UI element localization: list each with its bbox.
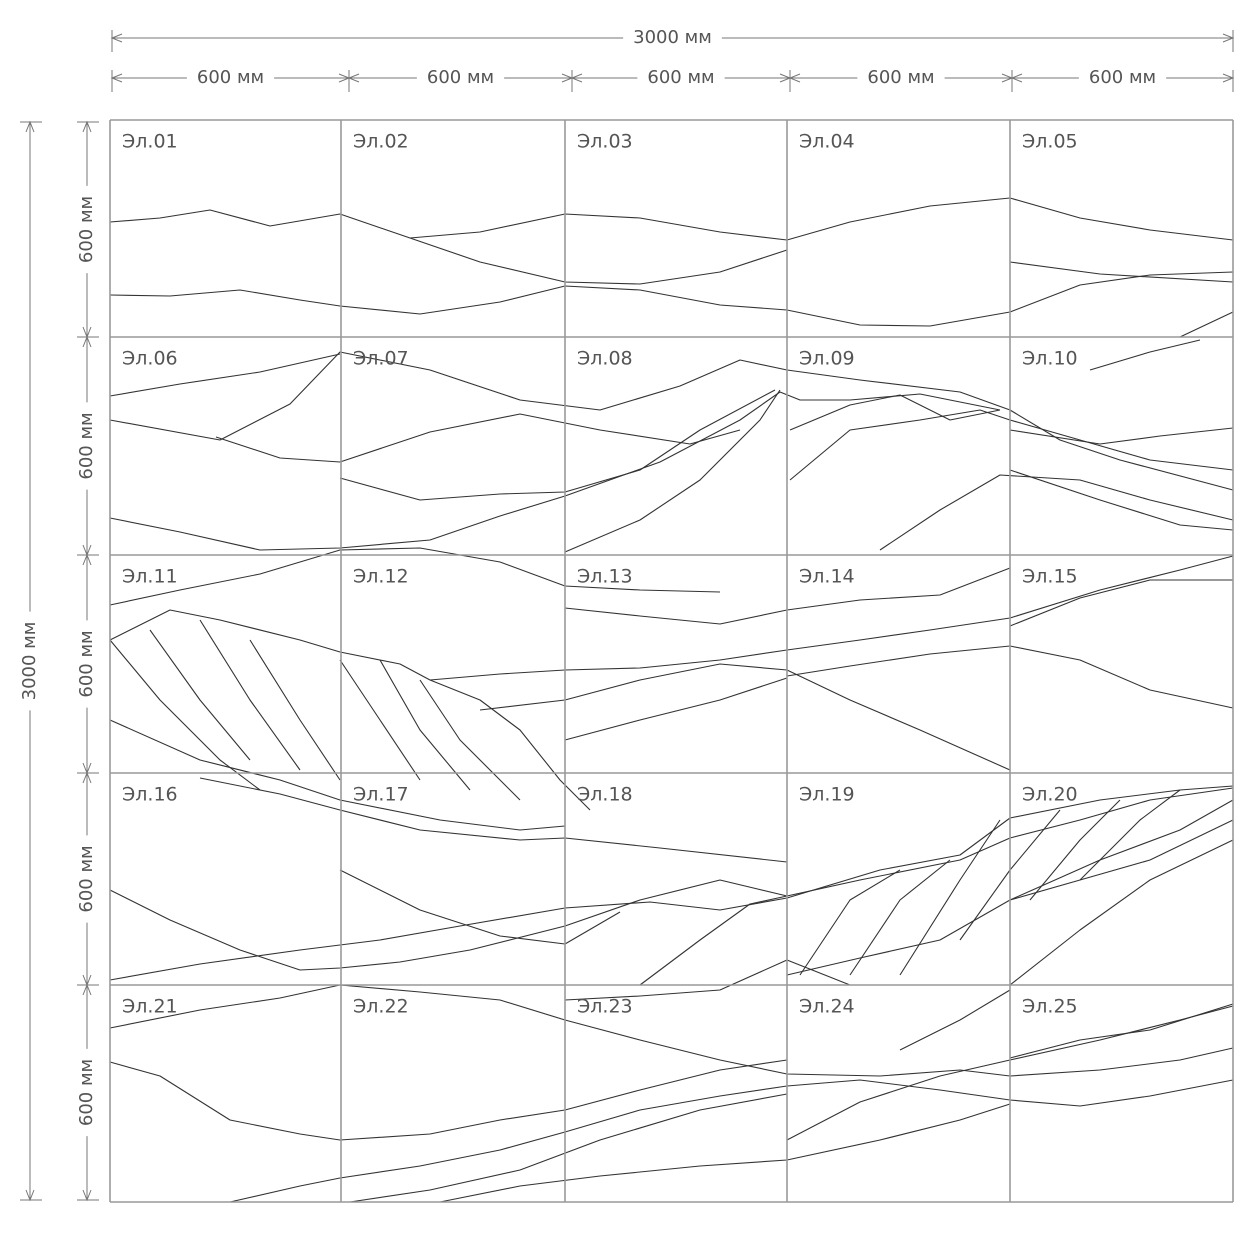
mountain-line (639, 895, 788, 986)
mountain-line (109, 639, 261, 791)
mountain-line (339, 659, 421, 781)
mountain-line (109, 785, 1234, 981)
mountain-line (1009, 469, 1234, 531)
dimension-label: 3000 мм (633, 27, 712, 48)
panel-label: Эл.23 (577, 996, 633, 1018)
mountain-line (1009, 839, 1234, 986)
panel-label: Эл.24 (799, 996, 855, 1018)
panel-label: Эл.20 (1022, 784, 1078, 806)
mountain-line (439, 1103, 1011, 1203)
mountain-line (1089, 339, 1201, 371)
mountain-line (339, 869, 621, 945)
mountain-line (564, 959, 851, 1001)
mountain-line (1009, 799, 1234, 901)
dimension-label: 600 мм (647, 67, 714, 88)
mountain-line (109, 984, 1234, 1077)
panel-label: Эл.18 (577, 784, 633, 806)
mountain-line (215, 413, 741, 463)
mountain-line (564, 389, 781, 553)
panel-label: Эл.16 (122, 784, 178, 806)
panel-label: Эл.08 (577, 348, 633, 370)
mountain-line (849, 859, 951, 976)
panel-label: Эл.21 (122, 996, 178, 1018)
mountain-line (429, 555, 1234, 681)
mountain-line (109, 719, 566, 831)
panel-label: Эл.06 (122, 348, 178, 370)
mountain-line (109, 547, 721, 606)
mountain-line (789, 394, 1001, 431)
panel-label: Эл.19 (799, 784, 855, 806)
mountain-line (339, 389, 776, 501)
mountain-line (109, 787, 1234, 971)
mountain-line (564, 677, 788, 741)
mountain-line (199, 777, 788, 863)
mountain-line (879, 474, 1234, 551)
mountain-line (109, 391, 1001, 551)
panel-label: Эл.04 (799, 131, 855, 153)
mountain-line (109, 353, 341, 397)
mountain-line (899, 989, 1011, 1051)
panel-label: Эл.07 (353, 348, 409, 370)
mountain-line (1009, 427, 1234, 445)
mountain-line (109, 351, 1234, 491)
mountain-line (1009, 579, 1233, 627)
mountain-line (109, 609, 591, 811)
mountain-line (109, 1059, 788, 1141)
mountain-line (109, 197, 1234, 241)
mountain-line (799, 869, 901, 976)
mountain-line (1009, 1003, 1234, 1059)
panel-label: Эл.17 (353, 784, 409, 806)
dimension-label: 600 мм (76, 630, 97, 697)
dimension-label: 600 мм (76, 1059, 97, 1126)
dimension-label: 600 мм (427, 67, 494, 88)
dimension-label: 600 мм (867, 67, 934, 88)
mountain-line (1179, 311, 1234, 338)
mountain-line (479, 663, 1011, 771)
dimension-label: 3000 мм (19, 622, 40, 701)
mountain-lines (109, 197, 1234, 1203)
mountain-line (789, 409, 1234, 481)
mountain-line (199, 619, 301, 771)
mountain-line (249, 639, 341, 781)
panel-label: Эл.09 (799, 348, 855, 370)
dimension-label: 600 мм (197, 67, 264, 88)
mountain-line (379, 659, 471, 791)
mountain-line (1029, 799, 1121, 901)
dimension-label: 600 мм (1089, 67, 1156, 88)
panel-label: Эл.15 (1022, 566, 1078, 588)
panel-label: Эл.22 (353, 996, 409, 1018)
mountain-line (899, 819, 1001, 976)
mountain-line (419, 679, 521, 801)
mountain-line (349, 1093, 788, 1203)
panel-label: Эл.01 (122, 131, 178, 153)
mountain-line (409, 237, 788, 285)
panel-label: Эл.02 (353, 131, 409, 153)
dimension-label: 600 мм (76, 412, 97, 479)
panel-label: Эл.25 (1022, 996, 1078, 1018)
panel-label: Эл.13 (577, 566, 633, 588)
dimension-label: 600 мм (76, 196, 97, 263)
mountain-line (109, 271, 1234, 327)
panel-label: Эл.14 (799, 566, 855, 588)
mountain-line (1079, 789, 1181, 881)
panel-label: Эл.03 (577, 131, 633, 153)
mountain-line (229, 1079, 1234, 1203)
panel-label: Эл.05 (1022, 131, 1078, 153)
panel-label: Эл.10 (1022, 348, 1078, 370)
panel-label: Эл.12 (353, 566, 409, 588)
mountain-line (1009, 261, 1234, 283)
dimension-label: 600 мм (76, 845, 97, 912)
panel-label: Эл.11 (122, 566, 178, 588)
mountain-line (149, 629, 251, 761)
